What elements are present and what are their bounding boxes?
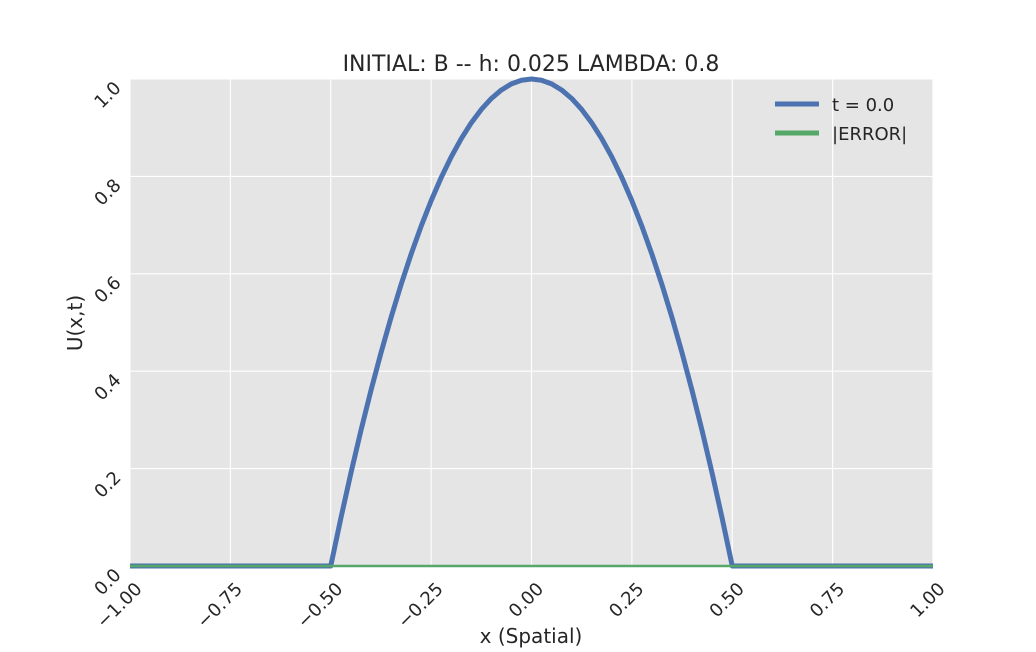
x-tick-label: −0.50 [293, 579, 347, 633]
legend: t = 0.0 |ERROR| [775, 95, 907, 145]
y-tick-labels: 0.00.20.40.60.81.0 [90, 78, 125, 600]
x-tick-label: −0.75 [193, 579, 247, 633]
y-tick-label: 0.4 [90, 370, 125, 405]
y-tick-label: 0.6 [90, 272, 125, 307]
legend-label: |ERROR| [832, 124, 907, 145]
x-tick-label: 0.25 [605, 579, 648, 622]
x-axis-label: x (Spatial) [480, 624, 583, 648]
x-tick-label: 0.75 [806, 579, 849, 622]
x-tick-label: 0.50 [706, 579, 749, 622]
x-tick-label: −0.25 [394, 579, 448, 633]
x-tick-label: 0.00 [505, 579, 548, 622]
y-axis-label: U(x,t) [63, 295, 87, 351]
y-tick-label: 1.0 [90, 78, 125, 113]
y-tick-label: 0.8 [90, 175, 125, 210]
series-lines [130, 76, 933, 569]
x-tick-label: 1.00 [906, 579, 949, 622]
y-tick-label: 0.2 [90, 467, 125, 502]
chart-title: INITIAL: B -- h: 0.025 LAMBDA: 0.8 [343, 52, 720, 77]
legend-label: t = 0.0 [832, 95, 894, 116]
